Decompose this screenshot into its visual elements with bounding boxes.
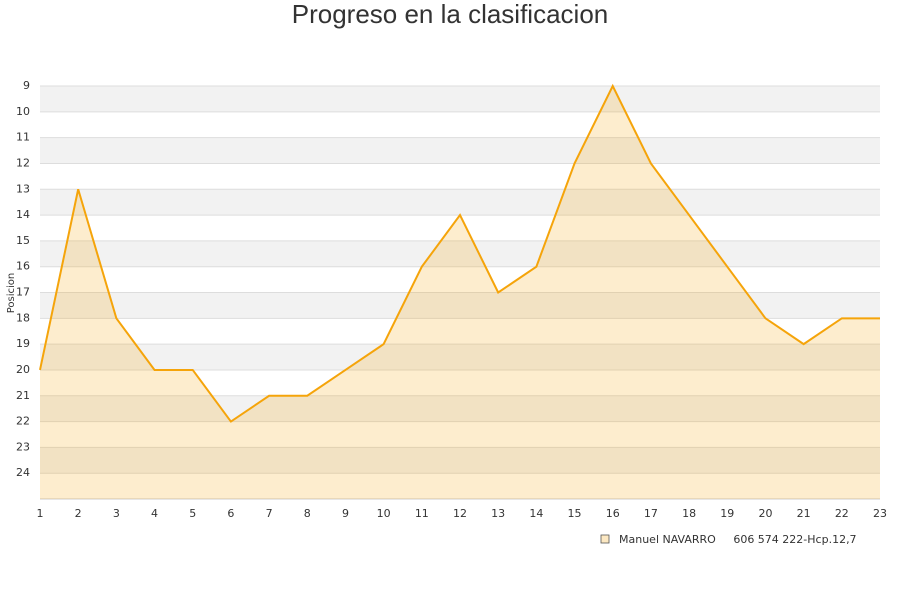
x-tick-label: 2 bbox=[75, 507, 82, 520]
x-tick-label: 17 bbox=[644, 507, 658, 520]
line bbox=[39, 83, 880, 423]
x-tick-label: 10 bbox=[377, 507, 391, 520]
x-tick-label: 19 bbox=[720, 507, 734, 520]
x-tick-label: 11 bbox=[415, 507, 429, 520]
grid-band bbox=[40, 395, 880, 422]
x-tick-label: 1 bbox=[37, 507, 44, 520]
x-tick-label: 18 bbox=[682, 507, 696, 520]
x-tick-label: 7 bbox=[266, 507, 273, 520]
grid-band bbox=[40, 447, 880, 474]
x-tick-label: 9 bbox=[342, 507, 349, 520]
y-tick-label: 18 bbox=[16, 311, 30, 324]
x-tick-label: 23 bbox=[873, 507, 887, 520]
y-tick-label: 24 bbox=[16, 466, 30, 479]
legend-label: Manuel NAVARRO 606 574 222-Hcp.12,7 bbox=[619, 533, 857, 546]
y-tick-label: 12 bbox=[16, 156, 30, 169]
grid-band bbox=[40, 344, 880, 370]
y-tick-label: 16 bbox=[16, 260, 30, 273]
x-tick-label: 20 bbox=[758, 507, 772, 520]
grid-band bbox=[40, 240, 880, 267]
grid-band bbox=[40, 137, 880, 164]
y-tick-label: 23 bbox=[16, 440, 30, 453]
x-tick-label: 5 bbox=[189, 507, 196, 520]
x-tick-label: 13 bbox=[491, 507, 505, 520]
y-tick-label: 9 bbox=[23, 79, 30, 92]
grid-band bbox=[40, 292, 880, 319]
y-tick-label: 19 bbox=[16, 337, 30, 350]
x-tick-label: 4 bbox=[151, 507, 158, 520]
y-tick-label: 11 bbox=[16, 131, 30, 144]
x-tick-label: 22 bbox=[835, 507, 849, 520]
y-tick-label: 14 bbox=[16, 208, 30, 221]
grid-band bbox=[40, 86, 880, 112]
y-tick-label: 20 bbox=[16, 363, 30, 376]
x-tick-label: 16 bbox=[606, 507, 620, 520]
y-tick-label: 17 bbox=[16, 286, 30, 299]
y-tick-label: 10 bbox=[16, 105, 30, 118]
x-tick-label: 12 bbox=[453, 507, 467, 520]
x-tick-label: 14 bbox=[529, 507, 543, 520]
legend-swatch bbox=[600, 534, 610, 544]
x-tick-label: 3 bbox=[113, 507, 120, 520]
x-tick-label: 8 bbox=[304, 507, 311, 520]
y-axis-label: Posicion bbox=[6, 273, 17, 314]
grid-band bbox=[40, 189, 880, 216]
x-tick-label: 21 bbox=[797, 507, 811, 520]
y-tick-label: 13 bbox=[16, 182, 30, 195]
x-tick-label: 6 bbox=[227, 507, 234, 520]
y-tick-label: 21 bbox=[16, 389, 30, 402]
y-tick-label: 22 bbox=[16, 415, 30, 428]
x-tick-label: 15 bbox=[568, 507, 582, 520]
chart-title: Progreso en la clasificacion bbox=[292, 0, 609, 29]
y-tick-label: 15 bbox=[16, 234, 30, 247]
